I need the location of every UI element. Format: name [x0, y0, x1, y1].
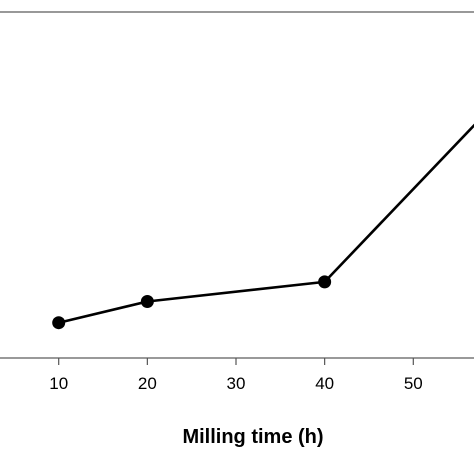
plot-border — [0, 11, 474, 359]
x-tick-label: 50 — [404, 374, 423, 393]
x-tick-label: 20 — [138, 374, 157, 393]
plot-frame — [0, 11, 474, 359]
data-point — [52, 316, 66, 330]
series — [57, 123, 474, 325]
x-tick-label: 40 — [315, 374, 334, 393]
x-axis-title: Milling time (h) — [182, 426, 323, 448]
data-markers — [52, 275, 332, 330]
x-ticks: 10 20 30 40 50 — [49, 358, 423, 393]
x-tick-label: 10 — [49, 374, 68, 393]
x-tick-label: 30 — [227, 374, 246, 393]
data-point — [140, 294, 154, 308]
series-line — [57, 123, 474, 325]
data-point — [318, 275, 332, 289]
